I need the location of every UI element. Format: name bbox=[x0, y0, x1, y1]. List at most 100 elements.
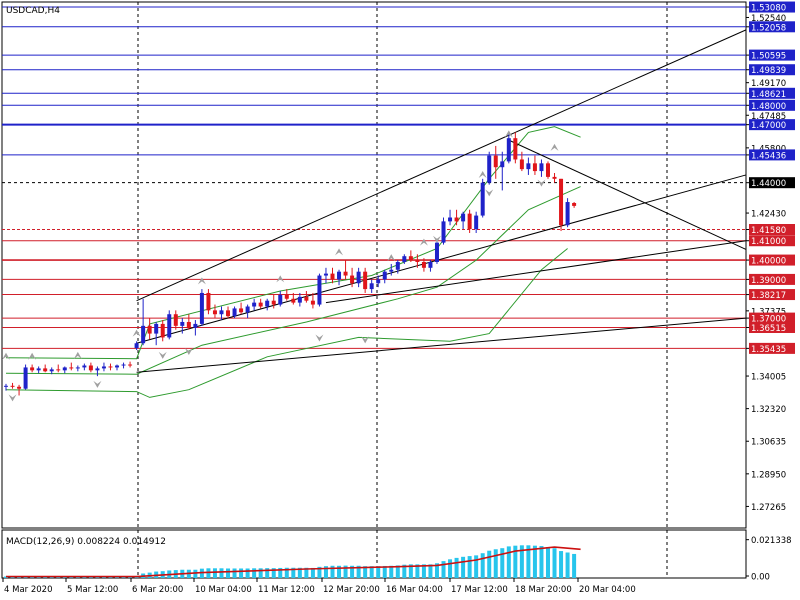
fractal-down-1 bbox=[93, 380, 102, 388]
price-tick-label-10: 1.45800 bbox=[751, 144, 786, 154]
candle-body-11 bbox=[75, 367, 80, 369]
candle-body-13 bbox=[88, 365, 93, 371]
fractal-up-3 bbox=[132, 329, 141, 337]
macd-bar-41 bbox=[271, 568, 276, 578]
price-label-bg-16 bbox=[749, 254, 795, 266]
candle-body-64 bbox=[421, 262, 426, 268]
macd-bar-36 bbox=[239, 568, 244, 578]
price-pane-frame bbox=[1, 1, 747, 529]
price-label-bg-15 bbox=[749, 235, 795, 247]
candle-body-63 bbox=[415, 260, 420, 263]
candle-body-59 bbox=[389, 269, 394, 272]
macd-bar-67 bbox=[441, 561, 446, 578]
macd-bar-74 bbox=[487, 550, 492, 578]
price-label-bg-11 bbox=[749, 149, 795, 161]
candle-body-49 bbox=[323, 273, 328, 276]
macd-bar-69 bbox=[454, 557, 459, 578]
price-tick-label-0: 1.53080 bbox=[751, 4, 786, 14]
macd-bar-72 bbox=[474, 555, 479, 578]
macd-bar-53 bbox=[350, 565, 355, 578]
price-tick-label-2: 1.52058 bbox=[751, 23, 786, 33]
fractal-down-4 bbox=[315, 334, 324, 342]
fractal-down-5 bbox=[361, 336, 370, 344]
price-tick-label-9: 1.47000 bbox=[751, 121, 786, 131]
candle-body-15 bbox=[101, 366, 106, 369]
macd-pane-frame bbox=[1, 529, 747, 579]
candle-body-37 bbox=[245, 306, 250, 313]
candle-body-6 bbox=[43, 368, 48, 372]
price-tick-label-21: 1.36515 bbox=[751, 324, 786, 334]
candle-body-12 bbox=[82, 365, 87, 368]
price-tick-label-6: 1.48621 bbox=[751, 90, 786, 100]
candle-body-74 bbox=[487, 155, 492, 183]
candle-body-22 bbox=[147, 325, 152, 334]
candle-body-19 bbox=[128, 364, 133, 366]
candle-body-4 bbox=[30, 367, 35, 371]
price-tick-label-22: 1.35435 bbox=[751, 345, 786, 355]
candle-body-75 bbox=[493, 155, 498, 168]
candle-body-20 bbox=[134, 343, 139, 349]
candle-body-23 bbox=[154, 323, 159, 334]
time-tick-label-7: 17 Mar 12:00 bbox=[451, 585, 508, 595]
candle-body-27 bbox=[180, 321, 185, 326]
macd-bar-86 bbox=[565, 552, 570, 578]
time-tick-label-6: 16 Mar 04:00 bbox=[386, 585, 443, 595]
candle-body-50 bbox=[330, 273, 335, 280]
macd-bar-34 bbox=[226, 568, 231, 578]
macd-bar-56 bbox=[369, 566, 374, 578]
macd-bar-51 bbox=[337, 565, 342, 578]
candle-body-3 bbox=[23, 367, 28, 389]
candle-body-81 bbox=[532, 163, 537, 172]
candle-body-0 bbox=[4, 385, 8, 387]
candle-body-61 bbox=[402, 256, 407, 263]
fractal-down-0 bbox=[8, 394, 17, 402]
macd-bar-62 bbox=[408, 564, 413, 578]
candle-body-16 bbox=[108, 366, 113, 368]
candle-body-32 bbox=[212, 310, 217, 315]
candle-body-70 bbox=[461, 213, 466, 222]
fractal-down-8 bbox=[537, 179, 546, 187]
time-tick-label-1: 5 Mar 12:00 bbox=[67, 585, 118, 595]
price-tick-label-20: 1.37000 bbox=[751, 315, 786, 325]
macd-signal-line bbox=[6, 546, 581, 578]
time-tick-label-8: 18 Mar 20:00 bbox=[515, 585, 572, 595]
price-tick-label-3: 1.50595 bbox=[751, 52, 786, 62]
candle-body-47 bbox=[310, 300, 315, 305]
price-tick-label-18: 1.38217 bbox=[751, 291, 786, 301]
time-tick-label-4: 11 Mar 12:00 bbox=[258, 585, 315, 595]
macd-bar-78 bbox=[513, 545, 518, 578]
macd-bar-39 bbox=[258, 568, 263, 578]
macd-bar-32 bbox=[212, 568, 217, 578]
macd-bar-80 bbox=[526, 545, 531, 578]
candle-body-41 bbox=[271, 300, 276, 305]
candle-body-62 bbox=[408, 256, 413, 261]
price-tick-label-15: 1.41000 bbox=[751, 237, 786, 247]
macd-bar-49 bbox=[323, 566, 328, 578]
macd-bar-76 bbox=[500, 548, 505, 578]
price-tick-label-14: 1.41580 bbox=[751, 226, 786, 236]
bollinger-middle bbox=[5, 186, 581, 375]
time-tick-label-5: 12 Mar 20:00 bbox=[323, 585, 380, 595]
trendline-2 bbox=[325, 240, 747, 304]
candle-body-10 bbox=[69, 367, 74, 369]
price-label-bg-21 bbox=[749, 321, 795, 333]
candle-body-57 bbox=[376, 279, 381, 284]
macd-bar-47 bbox=[310, 567, 315, 578]
trendline-4 bbox=[508, 139, 747, 250]
price-tick-label-24: 1.32320 bbox=[751, 405, 786, 415]
time-tick-label-3: 10 Mar 04:00 bbox=[195, 585, 252, 595]
candle-body-31 bbox=[206, 292, 211, 311]
fractal-up-0 bbox=[2, 352, 10, 360]
macd-bar-85 bbox=[559, 551, 564, 578]
fractal-up-5 bbox=[276, 275, 285, 283]
candle-body-58 bbox=[382, 271, 387, 280]
macd-bar-65 bbox=[428, 564, 433, 578]
candle-body-76 bbox=[500, 161, 505, 168]
fractal-up-11 bbox=[550, 143, 559, 151]
fractal-down-7 bbox=[485, 189, 494, 197]
price-label-bg-14 bbox=[749, 224, 795, 236]
candle-body-84 bbox=[552, 176, 557, 179]
macd-bar-60 bbox=[395, 565, 400, 578]
macd-bar-79 bbox=[519, 545, 524, 578]
price-label-bg-7 bbox=[749, 99, 795, 111]
